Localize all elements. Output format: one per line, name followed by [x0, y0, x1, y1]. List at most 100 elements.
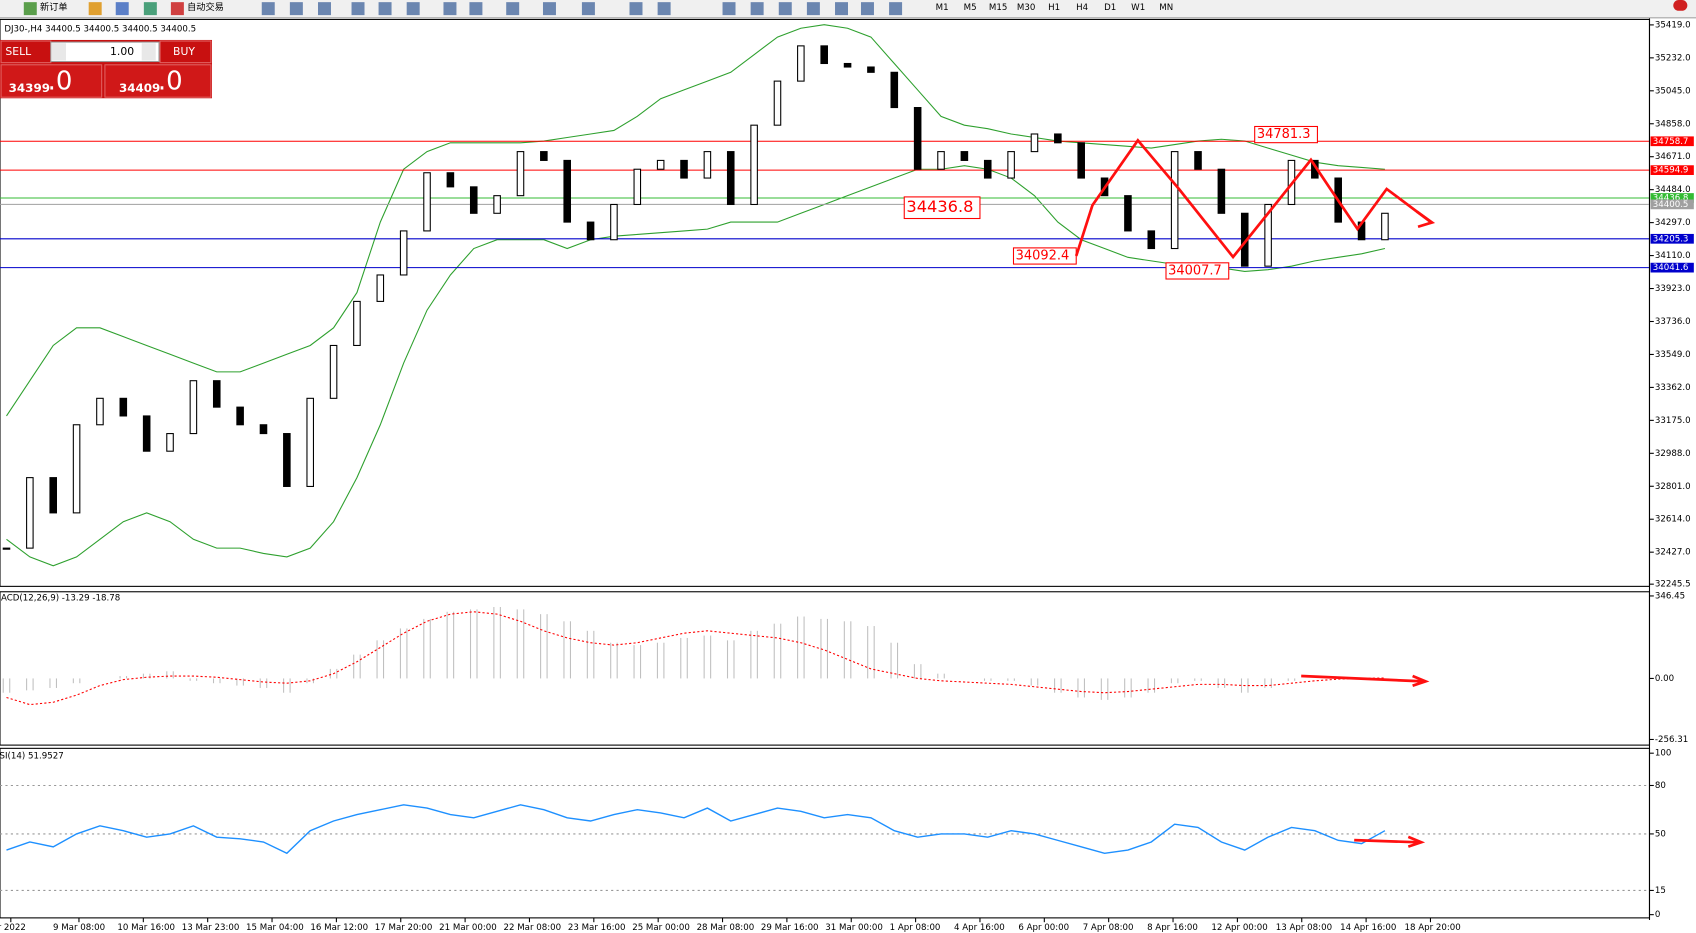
price-level-label: 34594.9	[1653, 166, 1689, 176]
lots-value[interactable]: 1.00	[110, 45, 134, 58]
toolbar-icon[interactable]	[542, 2, 556, 16]
x-tick-label: 21 Mar 00:00	[439, 923, 497, 933]
candle	[96, 397, 104, 426]
candle	[212, 380, 221, 408]
candle	[493, 195, 501, 214]
toolbar-icon[interactable]	[406, 2, 420, 16]
toolbar-icon[interactable]	[351, 2, 365, 16]
toolbar-icon[interactable]	[835, 2, 848, 16]
candle	[586, 221, 595, 241]
new-order-icon[interactable]	[23, 2, 37, 16]
candle	[773, 80, 782, 126]
timeframe-button[interactable]: M15	[989, 3, 1007, 13]
arrow-head	[1412, 674, 1430, 687]
candle	[2, 547, 11, 550]
toolbar-icon[interactable]	[581, 2, 595, 16]
toolbar-icon[interactable]	[469, 2, 483, 16]
price-level-tag	[1650, 262, 1694, 273]
timeframe-button[interactable]: M1	[936, 3, 949, 13]
toolbar-icon[interactable]	[629, 2, 643, 16]
candle	[890, 71, 899, 109]
timeframe-button[interactable]: MN	[1159, 3, 1173, 13]
candle	[610, 203, 618, 241]
timeframe-bar: M1 M5 M15 M30 H1 H4 D1 W1 MN	[936, 3, 1174, 13]
x-tick-label: 18 Apr 20:00	[1405, 923, 1461, 933]
toolbar-icon[interactable]	[750, 2, 764, 16]
x-tick-label: 28 Mar 08:00	[697, 923, 755, 933]
x-tick-label: 14 Apr 16:00	[1340, 923, 1396, 933]
candle	[1077, 142, 1085, 179]
macd-arrow	[1301, 674, 1424, 683]
candle	[283, 433, 291, 487]
y-tick-label: 33923.0	[1655, 284, 1691, 294]
toolbar-icon[interactable]	[318, 2, 331, 16]
y-tick-label: 34297.0	[1655, 218, 1691, 228]
candle	[703, 151, 712, 179]
toolbar-icon[interactable]	[860, 2, 874, 16]
candle	[446, 172, 455, 188]
x-tick-label: 12 Apr 00:00	[1211, 923, 1267, 933]
toolbar-icon[interactable]	[506, 2, 520, 16]
toolbar-icon[interactable]	[378, 2, 392, 16]
y-tick-label: -256.31	[1655, 735, 1688, 745]
bid-fraction[interactable]: .0	[48, 67, 73, 97]
buy-button[interactable]	[159, 40, 212, 64]
ask-box[interactable]	[104, 64, 212, 98]
sell-label[interactable]: SELL	[5, 45, 31, 58]
notification-icon[interactable]	[1673, 0, 1688, 11]
toolbar-icon[interactable]	[806, 2, 820, 16]
ask-fraction[interactable]: .0	[158, 67, 183, 97]
toolbar-icon[interactable]	[289, 2, 303, 16]
candle	[913, 107, 922, 170]
toolbar-icons	[261, 2, 903, 16]
y-tick-label: 35419.0	[1655, 20, 1691, 30]
candle	[26, 477, 34, 549]
toolbar-icon[interactable]	[889, 2, 903, 16]
timeframe-button[interactable]: M5	[964, 3, 977, 13]
x-tick-label: 8 Apr 16:00	[1147, 923, 1198, 933]
timeframe-button[interactable]: M30	[1017, 3, 1035, 13]
timeframe-button[interactable]: H4	[1076, 3, 1088, 13]
toolbar-icon[interactable]	[88, 2, 102, 16]
new-order-button[interactable]: 新订单	[40, 1, 68, 13]
arrow-head	[1407, 835, 1426, 848]
bid-price[interactable]: 34399	[9, 81, 50, 95]
price-annotation: 34781.3	[1257, 127, 1311, 142]
toolbar-icon[interactable]	[657, 2, 671, 16]
toolbar-icon[interactable]	[778, 2, 792, 16]
buy-label[interactable]: BUY	[173, 45, 195, 58]
toolbar-icon[interactable]	[722, 2, 736, 16]
y-tick-label: 34484.0	[1655, 185, 1691, 195]
toolbar-icon[interactable]	[261, 2, 275, 16]
pattern-drawings	[1074, 138, 1436, 848]
lots-decrease[interactable]	[51, 43, 66, 61]
indicator-title: MACD(12,26,9) -13.29 -18.78	[0, 594, 120, 604]
pane-frame	[0, 747, 1651, 919]
y-tick-label: 100	[1655, 749, 1671, 759]
y-tick-label: 32988.0	[1655, 449, 1691, 459]
toolbar-icon[interactable]	[115, 2, 129, 16]
auto-trading-button[interactable]: 自动交易	[187, 1, 224, 13]
price-annotation-box	[1012, 247, 1077, 265]
ask-price[interactable]: 34409	[119, 81, 160, 95]
x-tick-label: 7 Apr 08:00	[1083, 923, 1134, 933]
lots-input[interactable]	[50, 41, 160, 63]
x-tick-label: 4 Apr 16:00	[954, 923, 1005, 933]
pane-frame	[0, 591, 1651, 746]
x-tick-label: 17 Mar 20:00	[375, 923, 433, 933]
timeframe-button[interactable]: D1	[1104, 3, 1116, 13]
x-tick-label: 15 Mar 04:00	[246, 923, 304, 933]
y-tick-label: 35045.0	[1655, 86, 1691, 96]
y-tick-label: 32801.0	[1655, 482, 1691, 492]
y-tick-label: 32427.0	[1655, 548, 1691, 558]
chart-area: 35419.0 35232.0 35045.0 34858.0 34671.0 34484…	[0, 18, 1694, 933]
timeframe-button[interactable]: H1	[1048, 3, 1060, 13]
bid-box[interactable]	[0, 64, 103, 98]
timeframe-button[interactable]: W1	[1131, 3, 1145, 13]
bollinger-band	[6, 165, 1386, 567]
auto-trading-icon[interactable]	[170, 2, 184, 16]
lots-increase[interactable]	[141, 43, 156, 61]
toolbar-icon[interactable]	[443, 2, 457, 16]
toolbar-icon[interactable]	[143, 2, 157, 16]
